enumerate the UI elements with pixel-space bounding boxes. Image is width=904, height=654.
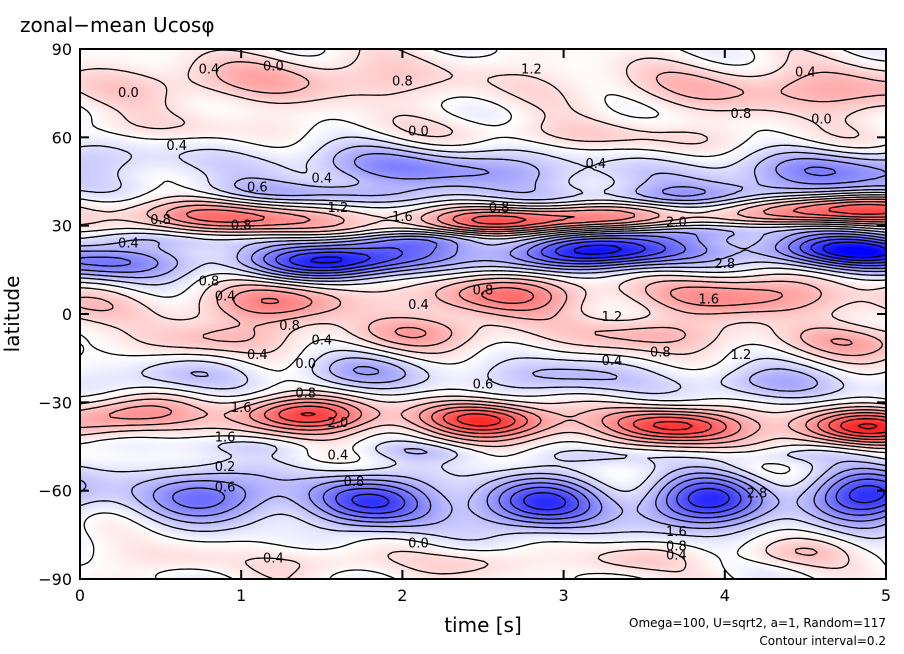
contour-label: 1.6 (392, 210, 413, 225)
contour-line (80, 145, 886, 530)
parameters-note: Omega=100, U=sqrt2, a=1, Random=117 (629, 616, 886, 630)
y-tick-label: −30 (38, 393, 72, 412)
x-tick-label: 3 (559, 586, 569, 605)
contour-label: 0.8 (295, 387, 316, 402)
contour-label: 0.8 (731, 107, 752, 122)
contour-label: 1.6 (666, 525, 687, 540)
contour-label: 0.4 (585, 157, 606, 172)
contour-line (288, 238, 886, 511)
x-tick-label: 5 (881, 586, 891, 605)
y-tick-label: 30 (52, 217, 72, 236)
contour-label: 1.6 (215, 431, 236, 446)
contour-label: 0.0 (118, 86, 139, 101)
contour-label: 0.4 (666, 548, 687, 563)
contour-label: 0.4 (118, 236, 139, 251)
contour-line (80, 49, 886, 579)
contour-label: 0.0 (408, 537, 429, 552)
contour-label: 0.4 (795, 66, 816, 81)
contour-label: 0.4 (215, 289, 236, 304)
contour-line (80, 166, 886, 520)
contour-line (278, 203, 886, 438)
x-tick-label: 1 (236, 586, 246, 605)
contour-label: 0.6 (473, 378, 494, 393)
contour-label: 1.2 (731, 348, 752, 363)
y-axis: −90 −60 −30 0 30 60 90 (38, 40, 886, 589)
contour-label: 1.6 (231, 401, 252, 416)
x-tick-label: 0 (75, 586, 85, 605)
contour-lines (80, 49, 886, 579)
contour-line (275, 235, 886, 516)
x-tick-label: 4 (720, 586, 730, 605)
y-tick-label: 60 (52, 128, 72, 147)
contour-label: 0.4 (328, 448, 349, 463)
contour-line (300, 412, 886, 435)
contour-line (80, 136, 886, 541)
x-axis: 0 1 2 3 4 5 (75, 49, 891, 605)
contour-line (310, 241, 886, 264)
x-axis-label: time [s] (444, 613, 522, 637)
contour-line (857, 423, 878, 430)
contour-label: 0.8 (279, 319, 300, 334)
contour-label: 0.0 (811, 113, 832, 128)
plot-area: 0.4 0.00.00.81.2 0.40.8 0.00.00.40.40.60.40… (80, 49, 886, 579)
contour-label: 0.8 (344, 475, 365, 490)
contour-label: 0.8 (199, 275, 220, 290)
y-tick-label: −90 (38, 570, 72, 589)
contour-label: 0.8 (473, 283, 494, 298)
contour-label: 0.4 (166, 139, 187, 154)
contour-labels: 0.4 0.00.00.81.2 0.40.8 0.00.00.40.40.60.40… (118, 60, 832, 567)
contour-interval-note: Contour interval=0.2 (759, 634, 886, 648)
contour-label: 0.4 (263, 551, 284, 566)
contour-line (185, 200, 886, 441)
contour-label: 0.0 (263, 60, 284, 75)
contour-label: 0.6 (247, 180, 268, 195)
contour-line (80, 153, 886, 524)
contour-label: 0.4 (247, 348, 268, 363)
contour-label: 0.8 (231, 219, 252, 234)
contour-label: 2.0 (666, 216, 687, 231)
contour-label: 2.8 (747, 487, 768, 502)
contour-label: 0.8 (150, 213, 171, 228)
contour-label: 1.2 (521, 63, 542, 78)
contour-label: 0.8 (489, 201, 510, 216)
y-tick-label: 0 (62, 305, 72, 324)
contour-label: 0.4 (311, 172, 332, 187)
contour-label: 0.4 (408, 298, 429, 313)
contour-label: 1.2 (602, 310, 623, 325)
contour-line (80, 61, 886, 556)
y-tick-label: 90 (52, 40, 72, 59)
contour-label: 2.0 (328, 416, 349, 431)
x-tick-label: 2 (397, 586, 407, 605)
contour-label: 1.6 (698, 292, 719, 307)
contour-label: 0.0 (408, 124, 429, 139)
contour-label: 0.8 (392, 74, 413, 89)
y-axis-label: latitude (0, 276, 24, 353)
contour-label: 0.8 (666, 540, 687, 555)
contour-label: 0.8 (650, 345, 671, 360)
y-tick-label: −60 (38, 482, 72, 501)
contour-label: 0.6 (215, 481, 236, 496)
contour-line (108, 198, 886, 443)
contour-label: 0.0 (295, 357, 316, 372)
contour-label: 0.4 (311, 334, 332, 349)
contour-label: 0.4 (602, 354, 623, 369)
contour-label: 0.2 (215, 460, 236, 475)
contour-label: 1.2 (328, 201, 349, 216)
contour-label: 0.4 (199, 63, 220, 78)
chart-title: zonal−mean Ucosφ (20, 13, 215, 37)
contour-label: 2.8 (714, 257, 735, 272)
